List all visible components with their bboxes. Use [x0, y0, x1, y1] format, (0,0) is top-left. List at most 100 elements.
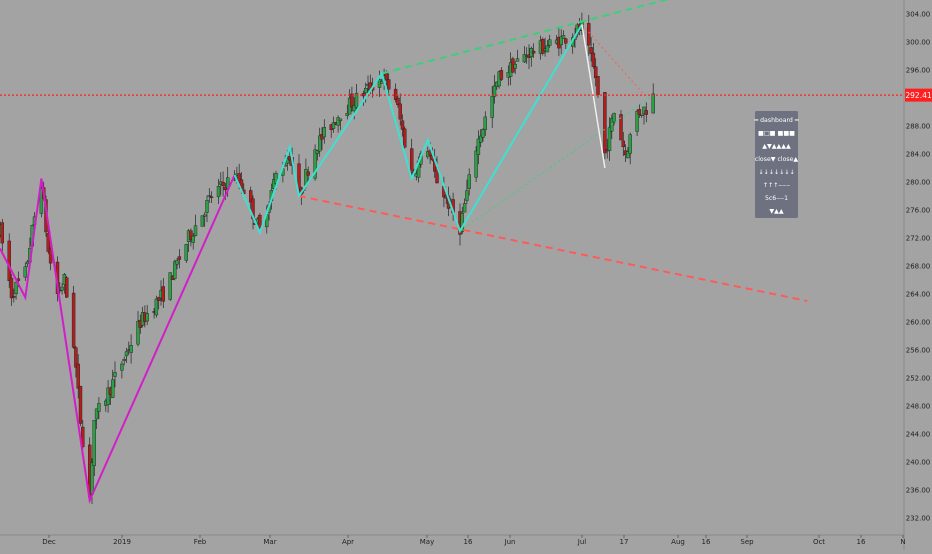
candle — [106, 380, 110, 413]
candle — [272, 172, 276, 190]
zigzag-primary-line — [0, 174, 236, 505]
candle — [596, 76, 600, 98]
candle — [39, 184, 44, 218]
candle — [396, 94, 400, 108]
candle — [120, 361, 124, 379]
candle — [81, 420, 85, 450]
candle — [545, 40, 550, 53]
price-tick-label: 280.00 — [906, 179, 931, 187]
candle — [7, 233, 11, 288]
dashboard-row: ▼▲▲ — [769, 208, 784, 215]
candle — [297, 154, 301, 192]
candle — [410, 138, 414, 181]
price-tick-label: 296.00 — [906, 67, 931, 75]
candle — [97, 397, 101, 420]
candle — [626, 146, 630, 159]
candle — [637, 104, 642, 118]
dashboard-row: 5c6‒‒1 — [765, 195, 788, 202]
candle — [499, 67, 504, 81]
candle — [209, 191, 214, 203]
dashboard-row: ■□■ ■■■ — [758, 130, 795, 137]
time-tick-label: Aug — [671, 538, 685, 546]
dashboard-row: ▲▼▲▲▲▲ — [762, 143, 791, 150]
price-tick-label: 268.00 — [906, 263, 931, 271]
price-tick-label: 272.00 — [906, 235, 931, 243]
candle — [479, 129, 483, 148]
candle — [216, 178, 221, 204]
zigzag-secondary-line — [233, 23, 583, 236]
time-tick-label: Dec — [42, 538, 56, 546]
candle — [640, 114, 644, 118]
price-tick-label: 300.00 — [906, 39, 931, 47]
candle — [161, 278, 166, 309]
candle — [200, 215, 205, 227]
time-tick-label: Mar — [263, 538, 276, 546]
time-tick-label: N — [900, 538, 905, 546]
candle — [258, 213, 262, 230]
candle — [331, 116, 336, 133]
candle — [173, 259, 177, 281]
candle — [400, 114, 405, 137]
price-tick-label: 256.00 — [906, 347, 931, 355]
candle — [460, 206, 464, 235]
candle — [23, 262, 27, 281]
time-tick-label: Sep — [740, 538, 754, 546]
price-tick-label: 276.00 — [906, 207, 931, 215]
candle — [306, 166, 310, 182]
candle — [113, 361, 117, 388]
price-tick-label: 264.00 — [906, 291, 931, 299]
candle — [628, 132, 632, 165]
candle — [564, 37, 568, 50]
dashboard-panel[interactable]: ━ dashboard ━ ■□■ ■■■ ▲▼▲▲▲▲ close▼ close▲ ↓… — [753, 111, 799, 218]
last-price-marker: 292.41 — [0, 88, 932, 102]
time-axis[interactable]: Dec 2019 Feb Mar Apr May 16 Jun Jul 17 Aug 16 Sep Oct… — [0, 534, 906, 546]
candle — [191, 233, 195, 250]
candle — [603, 91, 607, 160]
last-price-badge — [905, 88, 932, 102]
candle — [313, 144, 317, 181]
candle — [336, 115, 340, 133]
candle — [145, 305, 149, 326]
candle — [559, 29, 563, 55]
channel-upper-line — [381, 0, 669, 75]
candle — [207, 188, 212, 203]
candle — [136, 311, 140, 347]
dashboard-row: close▼ close▲ — [755, 156, 799, 163]
retrace-line — [581, 24, 606, 169]
candle — [184, 243, 189, 263]
dashboard-row: ━ dashboard ━ — [753, 117, 798, 124]
candle — [124, 347, 129, 363]
candle — [587, 15, 591, 56]
candle — [76, 354, 80, 399]
candle — [168, 272, 172, 301]
time-tick-label: 16 — [702, 538, 711, 546]
dashboard-row: ↓↓↓↓↓↓↓ — [758, 169, 794, 176]
candle — [60, 283, 64, 295]
candle — [561, 30, 566, 39]
candle — [589, 37, 593, 62]
candle — [14, 280, 18, 300]
candle — [354, 84, 359, 112]
price-tick-label: 304.00 — [906, 11, 931, 19]
price-axis[interactable]: 232.00 236.00 240.00 244.00 248.00 252.00 256.… — [903, 0, 931, 550]
time-tick-label: Oct — [813, 538, 825, 546]
candle — [465, 179, 469, 204]
candle — [350, 86, 354, 112]
candle — [393, 83, 398, 103]
candle — [193, 214, 198, 237]
candle — [403, 126, 407, 149]
candle — [177, 249, 182, 269]
dashboard-row: ↑↑↑‒‒‒ — [763, 182, 790, 189]
time-tick-label: Jul — [577, 538, 587, 546]
projection-upper-line — [581, 24, 645, 95]
drawings-layer — [0, 0, 808, 505]
candle — [607, 117, 612, 161]
price-tick-label: 232.00 — [906, 515, 931, 523]
candle — [71, 285, 76, 349]
candle — [202, 212, 207, 227]
candle — [221, 171, 225, 197]
candle — [322, 119, 326, 144]
candle — [74, 346, 78, 378]
